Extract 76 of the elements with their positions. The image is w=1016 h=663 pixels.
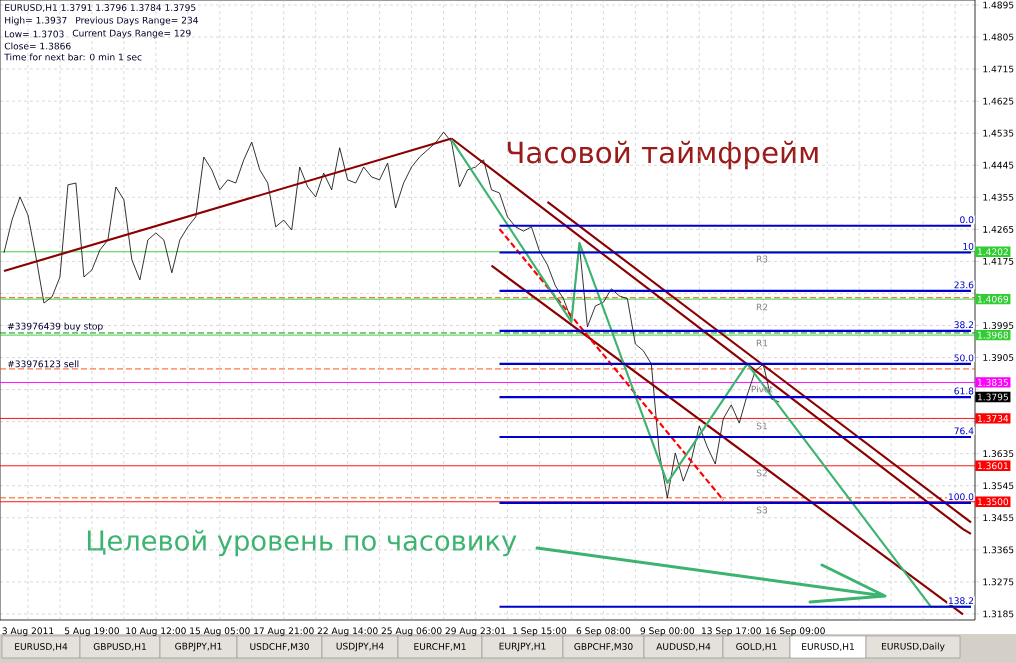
annotation: S3 xyxy=(756,506,768,514)
ref-line-label: 1.3968 xyxy=(978,331,1009,339)
x-tick-label: 6 Sep 08:00 xyxy=(576,627,631,636)
series-label: 23.6 xyxy=(954,281,974,289)
y-tick-label: 1.3185 xyxy=(983,610,1014,618)
x-tick-label: 17 Aug 21:00 xyxy=(254,627,314,636)
text: EURCHF,M1 xyxy=(414,643,466,651)
text: GBPJPY,H1 xyxy=(175,642,222,652)
annotation: R3 xyxy=(756,255,768,263)
y-tick-label: 1.4265 xyxy=(983,225,1014,233)
y-tick-label: 1.4805 xyxy=(983,33,1014,41)
y-tick-label: 1.4445 xyxy=(983,161,1014,169)
y-tick-label: 1.4625 xyxy=(983,97,1014,105)
x-tick-label: 29 Aug 23:01 xyxy=(445,627,506,636)
annotation: Previous Days Range= 234 xyxy=(76,16,199,26)
text: 1.3795 xyxy=(978,393,1008,401)
ref-line-label: 1.4202 xyxy=(978,248,1008,256)
series-label: 61.8 xyxy=(954,387,974,395)
ref-line-label: 1.3500 xyxy=(978,498,1009,506)
series-label: 10 xyxy=(963,242,974,250)
text: GOLD,H1 xyxy=(736,643,777,651)
text: EURUSD,Daily xyxy=(881,642,945,652)
x-tick-label: 3 Aug 2011 xyxy=(2,627,54,636)
annotation: S2 xyxy=(756,469,767,477)
x-tick-label: 13 Sep 17:00 xyxy=(702,627,761,636)
annotation: Целевой уровень по часовику xyxy=(87,529,517,557)
annotation: S1 xyxy=(756,422,767,430)
annotation: Time for next bar: 0 min 1 sec xyxy=(4,53,142,61)
ref-line-label: 1.4069 xyxy=(978,295,1009,303)
x-tick-label: 22 Aug 14:00 xyxy=(317,627,378,636)
series-label: 0.0 xyxy=(960,216,974,224)
y-tick-label: 1.4895 xyxy=(983,1,1014,9)
ref-line-label: 1.3734 xyxy=(978,414,1009,422)
y-tick-label: 1.3275 xyxy=(983,578,1014,586)
x-tick-label: 5 Aug 19:00 xyxy=(64,627,119,636)
annotation: R1 xyxy=(756,339,768,347)
text: EURUSD,H4 xyxy=(15,643,68,651)
y-tick-label: 1.4715 xyxy=(983,65,1014,73)
text: USDCHF,M30 xyxy=(250,643,309,651)
ref-line-label: #33976439 buy stop xyxy=(7,322,103,332)
text: GBPCHF,M30 xyxy=(574,643,633,651)
ref-line-label: 1.3835 xyxy=(978,379,1008,386)
annotation: Low= 1.3703 xyxy=(5,30,64,38)
x-tick-label: 16 Sep 09:00 xyxy=(765,627,825,636)
ref-line-label: 1.3601 xyxy=(978,462,1008,470)
y-tick-label: 1.3995 xyxy=(983,322,1014,329)
annotation: Часовой таймфрейм xyxy=(507,140,818,170)
y-tick-label: 1.4535 xyxy=(983,129,1014,137)
ref-line-label: #33976123 sell xyxy=(7,360,79,368)
y-tick-label: 1.3455 xyxy=(983,514,1014,522)
y-tick-label: 1.3905 xyxy=(983,354,1014,361)
annotation: EURUSD,H1 1.3791 1.3796 1.3784 1.3795 xyxy=(5,4,196,12)
x-tick-label: 1 Sep 15:00 xyxy=(513,627,567,636)
y-tick-label: 1.3635 xyxy=(983,450,1014,458)
x-tick-label: 10 Aug 12:00 xyxy=(126,627,186,636)
series-label: 76.4 xyxy=(954,427,974,435)
x-tick-label: 15 Aug 05:00 xyxy=(190,627,250,636)
text: USDJPY,H4 xyxy=(336,642,384,652)
series-label: 38.2 xyxy=(954,321,974,329)
annotation: Current Days Range= 129 xyxy=(72,29,191,39)
annotation: Close= 1.3866 xyxy=(4,42,71,50)
text: GBPUSD,H1 xyxy=(93,643,146,651)
series-label: 100.0 xyxy=(948,493,974,501)
text: EURUSD,H1 xyxy=(802,643,854,651)
text: AUDUSD,H4 xyxy=(656,643,711,651)
y-tick-label: 1.3365 xyxy=(983,546,1014,554)
series-label: 138.2 xyxy=(948,597,974,605)
x-tick-label: 9 Sep 00:00 xyxy=(640,627,695,636)
series-label: 50.0 xyxy=(954,354,974,362)
y-tick-label: 1.4355 xyxy=(983,193,1014,201)
text: EURJPY,H1 xyxy=(499,642,546,652)
annotation: High= 1.3937 xyxy=(5,16,67,26)
y-tick-label: 1.3545 xyxy=(983,482,1014,490)
annotation: R2 xyxy=(756,303,768,311)
y-tick-label: 1.4175 xyxy=(983,258,1014,265)
x-tick-label: 25 Aug 06:00 xyxy=(381,627,442,636)
